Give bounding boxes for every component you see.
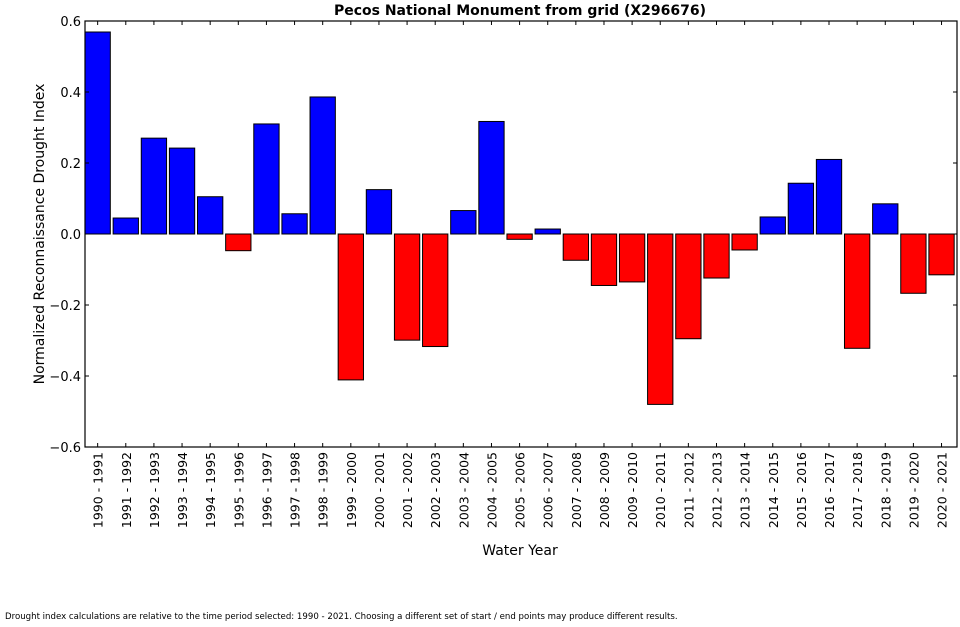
bar bbox=[562, 233, 590, 261]
x-tick-label: 2000 - 2001 bbox=[372, 452, 387, 528]
x-tick-label: 2018 - 2019 bbox=[878, 452, 893, 528]
x-tick-label: 1990 - 1991 bbox=[91, 452, 106, 528]
x-tick-label: 2020 - 2021 bbox=[935, 452, 950, 528]
x-tick-label: 2017 - 2018 bbox=[850, 452, 865, 528]
x-tick-label: 2003 - 2004 bbox=[456, 452, 471, 528]
bar bbox=[506, 233, 533, 240]
bar bbox=[675, 233, 702, 340]
x-tick-label: 1997 - 1998 bbox=[288, 452, 303, 528]
bar bbox=[309, 96, 336, 235]
bar bbox=[703, 233, 730, 279]
bar bbox=[450, 210, 477, 235]
x-tick-label: 2005 - 2006 bbox=[513, 452, 528, 528]
bar bbox=[872, 203, 899, 235]
bar bbox=[84, 31, 111, 235]
bar bbox=[590, 233, 618, 286]
y-tick-label: 0.2 bbox=[60, 157, 81, 172]
bar bbox=[422, 233, 449, 348]
bar bbox=[759, 216, 786, 235]
x-tick-label: 2015 - 2016 bbox=[794, 452, 809, 528]
bar bbox=[365, 189, 393, 235]
y-tick-label: 0.4 bbox=[60, 86, 81, 101]
x-tick-label: 2019 - 2020 bbox=[906, 452, 921, 528]
x-tick-label: 2006 - 2007 bbox=[541, 452, 556, 528]
footer-note: Drought index calculations are relative … bbox=[5, 612, 678, 622]
bar bbox=[843, 233, 871, 349]
x-tick-label: 2007 - 2008 bbox=[569, 452, 584, 528]
bar bbox=[534, 228, 561, 235]
bar bbox=[112, 217, 139, 235]
x-tick-label: 2011 - 2012 bbox=[681, 452, 696, 528]
x-tick-label: 1992 - 1993 bbox=[147, 452, 162, 528]
y-tick-label: −0.2 bbox=[49, 299, 81, 314]
x-tick-label: 2009 - 2010 bbox=[625, 452, 640, 528]
x-tick-label: 1996 - 1997 bbox=[259, 452, 274, 528]
y-tick-label: 0.0 bbox=[60, 228, 81, 243]
bar bbox=[140, 137, 168, 235]
bar bbox=[815, 158, 843, 235]
bar bbox=[787, 182, 815, 235]
chart-title: Pecos National Monument from grid (X2966… bbox=[334, 3, 706, 19]
x-tick-label: 1991 - 1992 bbox=[119, 452, 134, 528]
x-tick-label: 1999 - 2000 bbox=[344, 452, 359, 528]
x-tick-label: 1994 - 1995 bbox=[203, 452, 218, 528]
y-tick-label: −0.6 bbox=[49, 441, 81, 456]
bar bbox=[618, 233, 646, 283]
y-tick-label: 0.6 bbox=[60, 15, 81, 30]
x-tick-label: 2002 - 2003 bbox=[428, 452, 443, 528]
x-tick-label: 1998 - 1999 bbox=[316, 452, 331, 528]
bar bbox=[253, 123, 280, 235]
x-axis-label: Water Year bbox=[482, 543, 558, 559]
bar bbox=[900, 233, 927, 294]
x-tick-label: 2004 - 2005 bbox=[484, 452, 499, 528]
bar bbox=[225, 233, 252, 252]
y-axis-label: Normalized Reconnaissance Drought Index bbox=[32, 84, 48, 385]
x-tick-label: 2016 - 2017 bbox=[822, 452, 837, 528]
x-tick-label: 2001 - 2002 bbox=[400, 452, 415, 528]
x-tick-label: 1993 - 1994 bbox=[175, 452, 190, 528]
x-tick-label: 2012 - 2013 bbox=[709, 452, 724, 528]
bar bbox=[281, 213, 308, 235]
bar bbox=[647, 233, 674, 405]
x-tick-label: 2013 - 2014 bbox=[738, 452, 753, 528]
bar bbox=[337, 233, 364, 381]
bar bbox=[197, 196, 224, 235]
bar bbox=[168, 147, 196, 235]
bar bbox=[731, 233, 758, 251]
x-tick-label: 2008 - 2009 bbox=[597, 452, 612, 528]
bar bbox=[393, 233, 421, 341]
x-tick-label: 2014 - 2015 bbox=[766, 452, 781, 528]
x-tick-label: 1995 - 1996 bbox=[231, 452, 246, 528]
x-tick-label: 2010 - 2011 bbox=[653, 452, 668, 528]
bar bbox=[928, 233, 955, 276]
bar bbox=[478, 120, 505, 235]
y-tick-label: −0.4 bbox=[49, 370, 81, 385]
